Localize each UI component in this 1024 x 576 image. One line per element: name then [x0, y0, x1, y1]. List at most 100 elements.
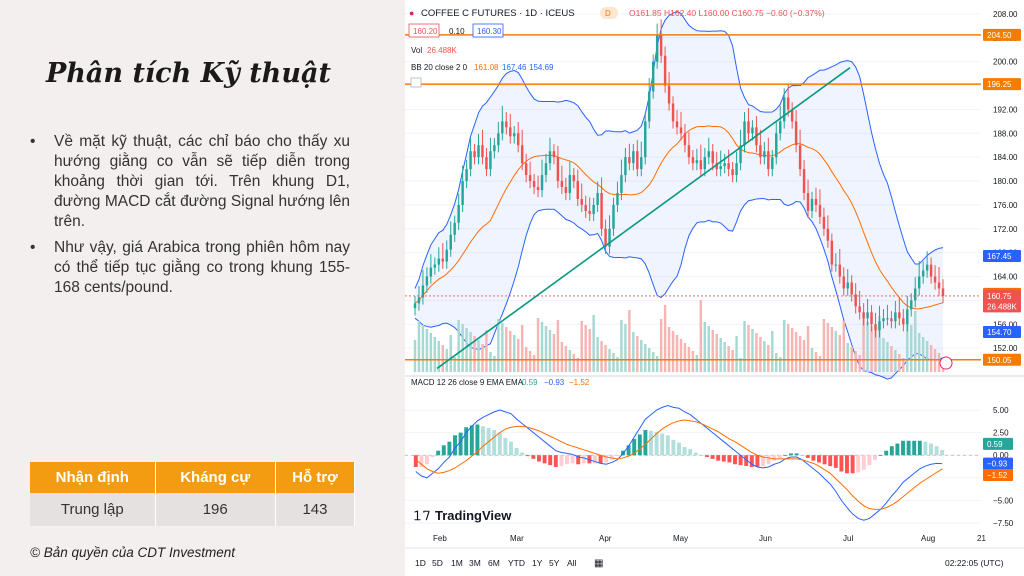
candle-body [628, 157, 631, 164]
macd-histogram-bar [688, 448, 693, 456]
volume-bar [425, 329, 429, 372]
candle-body [600, 192, 603, 229]
price-label-bg [983, 300, 1021, 313]
volume-bar [469, 332, 472, 372]
candle-body [794, 121, 798, 146]
candle-body [457, 204, 460, 223]
candle-body [858, 306, 861, 313]
candle-body [731, 169, 734, 176]
macd-line-value: −0.93 [544, 378, 565, 387]
price-tick-label: 156.00 [993, 320, 1018, 329]
candle-body [536, 187, 540, 190]
time-tick-label: Jun [759, 534, 772, 543]
macd-histogram-bar [492, 429, 497, 456]
timeframe-button[interactable]: 6M [488, 558, 500, 568]
timeframe-button[interactable]: YTD [508, 558, 525, 568]
price-label-tag: 204.50 [983, 28, 1021, 41]
volume-bar [703, 322, 707, 372]
volume-bar [715, 334, 718, 372]
candlesticks [413, 19, 945, 338]
macd-label-text: −1.52 [987, 471, 1008, 480]
timeframe-button[interactable]: 1D [415, 558, 426, 568]
timeframe-button[interactable]: 1Y [532, 558, 543, 568]
candle-body [663, 55, 667, 86]
candle-body [413, 303, 417, 309]
price-label-text: 26.488K [987, 302, 1017, 311]
volume-bar [782, 320, 786, 372]
candle-body [933, 276, 937, 283]
candle-body [902, 318, 905, 325]
candle-body [445, 249, 448, 262]
volume-bar [477, 340, 480, 372]
vol-value: 26.488K [427, 46, 457, 55]
candle-body [751, 127, 754, 134]
timeframe-button[interactable]: 1M [451, 558, 463, 568]
symbol-icon: ● [409, 8, 414, 18]
bullet-item: • Như vậy, giá Arabica trong phiên hôm na… [30, 238, 350, 298]
macd-histogram-bar [537, 455, 541, 462]
candle-body [620, 175, 623, 193]
candle-body [640, 157, 643, 170]
volume-bar [743, 321, 746, 372]
price-tick-label: 152.00 [993, 344, 1018, 353]
candle-body [723, 163, 726, 167]
volume-bar [699, 300, 703, 372]
candle-body [532, 181, 536, 188]
copyright-note: © Bản quyền của CDT Investment [30, 545, 236, 560]
macd-histogram-bar [705, 455, 709, 458]
candle-body [842, 276, 845, 289]
volume-bar [862, 318, 865, 372]
ask-box[interactable] [472, 23, 504, 38]
candle-body [449, 234, 452, 250]
macd-histogram-bar [413, 455, 418, 467]
macd-histogram-bar [419, 455, 424, 467]
candle-body [417, 297, 421, 304]
macd-histogram-bar [906, 440, 911, 456]
macd-histogram-bar [430, 455, 435, 458]
candle-body [929, 264, 933, 277]
clock-time[interactable]: 02:22:05 (UTC) [945, 558, 1004, 568]
macd-histogram-bar [917, 440, 922, 456]
candle-body [528, 175, 532, 182]
timeframe-button[interactable]: 5D [432, 558, 443, 568]
volume-bar [921, 337, 925, 372]
macd-label-text: 0.59 [987, 440, 1003, 449]
candle-body [878, 321, 881, 331]
volume-bar [632, 332, 635, 372]
candle-body [727, 163, 730, 170]
macd-histogram-bar [940, 449, 945, 456]
volume-bar [520, 325, 524, 372]
timeframe-button[interactable]: 3M [469, 558, 481, 568]
trend-line [436, 67, 851, 370]
tradingview-logo[interactable]: 𝟷𝟽 TradingView [413, 507, 512, 523]
macd-histogram-bar [912, 440, 917, 456]
volume-bar [890, 346, 893, 372]
candle-body [501, 121, 504, 134]
macd-histogram-bar [514, 448, 519, 456]
candle-body [465, 169, 468, 182]
volume-bar [457, 320, 460, 372]
volume-bar [707, 326, 711, 372]
macd-histogram-bar [481, 426, 485, 456]
collapse-icon[interactable] [410, 77, 422, 88]
volume-bar [489, 352, 492, 372]
timeframe-button[interactable]: All [567, 558, 577, 568]
calendar-icon[interactable]: ▦ [594, 558, 603, 569]
macd-histogram-bar [929, 443, 933, 456]
chart-canvas[interactable]: 208.00204.00200.00196.00192.00188.00184.… [405, 0, 1024, 576]
bid-box[interactable] [408, 23, 440, 38]
timeframe-button[interactable]: 5Y [549, 558, 560, 568]
candle-body [711, 151, 714, 164]
bullet-text: Về mặt kỹ thuật, các chỉ báo cho thấy xu… [54, 133, 350, 230]
volume-bar [691, 351, 695, 372]
volume-bar [814, 352, 818, 372]
macd-histogram-bar [889, 446, 894, 456]
candle-body [433, 264, 437, 268]
tradingview-chart[interactable]: 208.00204.00200.00196.00192.00188.00184.… [405, 0, 1024, 576]
price-label-tag: 154.70 [983, 326, 1021, 339]
macd-histogram-bar [721, 455, 726, 462]
candle-body [941, 288, 945, 296]
symbol-title[interactable]: COFFEE C FUTURES · 1D · ICEUS [421, 8, 575, 19]
volume-bar [826, 323, 830, 372]
bb-basis-value: 161.08 [474, 63, 499, 72]
